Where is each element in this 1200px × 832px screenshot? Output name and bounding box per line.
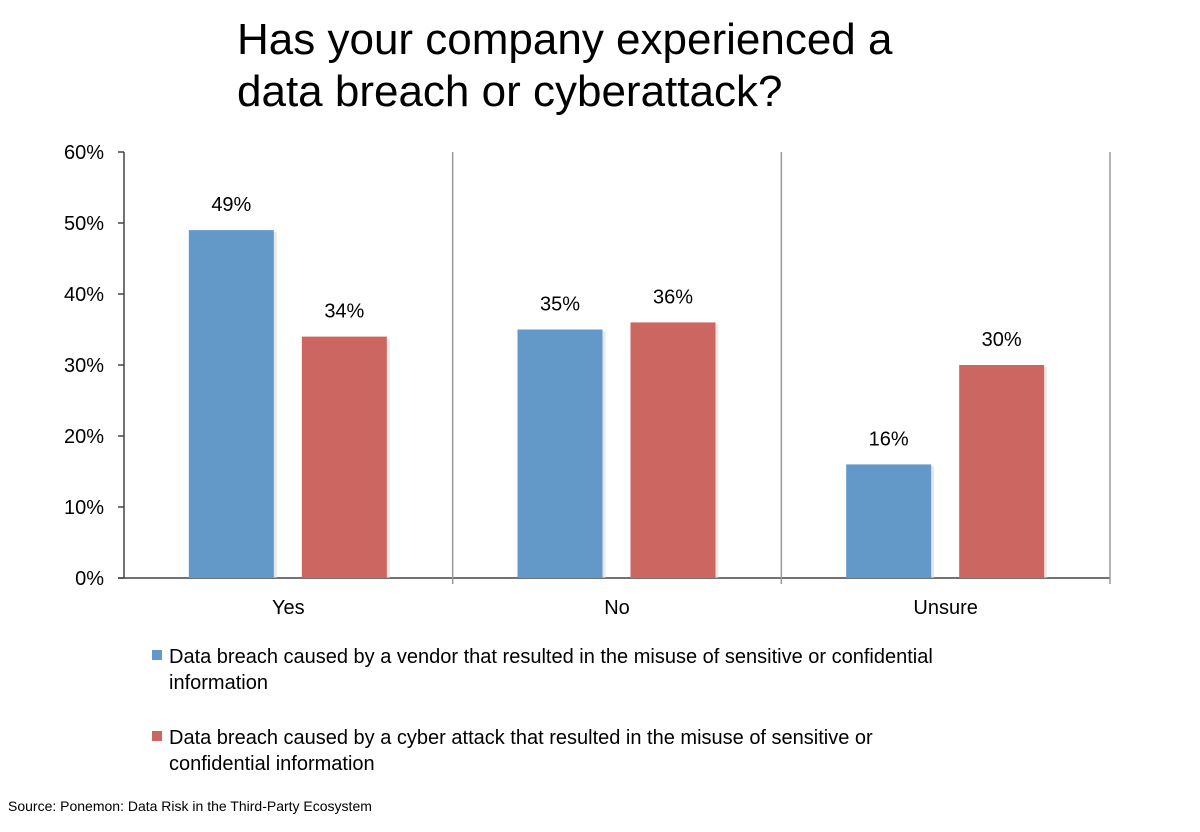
y-tick-label: 30% [64, 355, 104, 377]
bar-cyber [630, 322, 716, 578]
bar-chart: 0% 10% 20% 30% 40% 50% 60% Yes 49% 34% No 35% 36% Un… [64, 142, 1111, 619]
x-category-label: Unsure [913, 597, 977, 619]
bar-vendor [188, 230, 274, 578]
chart-title-line-1: Has your company experienced a [237, 15, 893, 64]
chart-axes: 0% 10% 20% 30% 40% 50% 60% [64, 142, 1111, 590]
data-label: 30% [982, 329, 1022, 351]
y-tick-label: 40% [64, 284, 104, 306]
bar-cyber [301, 336, 387, 578]
chart-title-line-2: data breach or cyberattack? [237, 67, 783, 116]
legend-item-cyber: Data breach caused by a cyber attack tha… [152, 725, 1112, 777]
chart-title: Has your company experienced a data brea… [237, 14, 1137, 118]
legend-text-vendor-line-2: information [169, 672, 268, 694]
data-label: 16% [869, 428, 909, 450]
legend-text-cyber-line-1: Data breach caused by a cyber attack tha… [169, 727, 873, 749]
data-label: 49% [211, 194, 251, 216]
legend-swatch-cyber [152, 731, 162, 741]
x-category-label: No [604, 597, 630, 619]
y-tick-label: 10% [64, 497, 104, 519]
y-tick-label: 20% [64, 426, 104, 448]
data-label: 35% [540, 294, 580, 316]
data-label: 36% [653, 286, 693, 308]
x-category-label: Yes [272, 597, 305, 619]
bar-vendor [846, 464, 932, 578]
y-tick-label: 50% [64, 213, 104, 235]
chart-labels: Yes 49% 34% No 35% 36% Unsure 16% 30% [211, 194, 1022, 619]
legend-swatch-vendor [152, 650, 162, 660]
bar-cyber [959, 365, 1045, 578]
legend-text-vendor-line-1: Data breach caused by a vendor that resu… [169, 646, 933, 668]
y-tick-label: 0% [75, 568, 104, 590]
data-label: 34% [324, 301, 364, 323]
y-tick-label: 60% [64, 142, 104, 164]
legend-item-vendor: Data breach caused by a vendor that resu… [152, 644, 1112, 696]
chart-bars [188, 230, 1048, 578]
legend-text-cyber-line-2: confidential information [169, 753, 375, 775]
bar-vendor [517, 329, 603, 578]
source-note: Source: Ponemon: Data Risk in the Third-… [8, 798, 372, 814]
